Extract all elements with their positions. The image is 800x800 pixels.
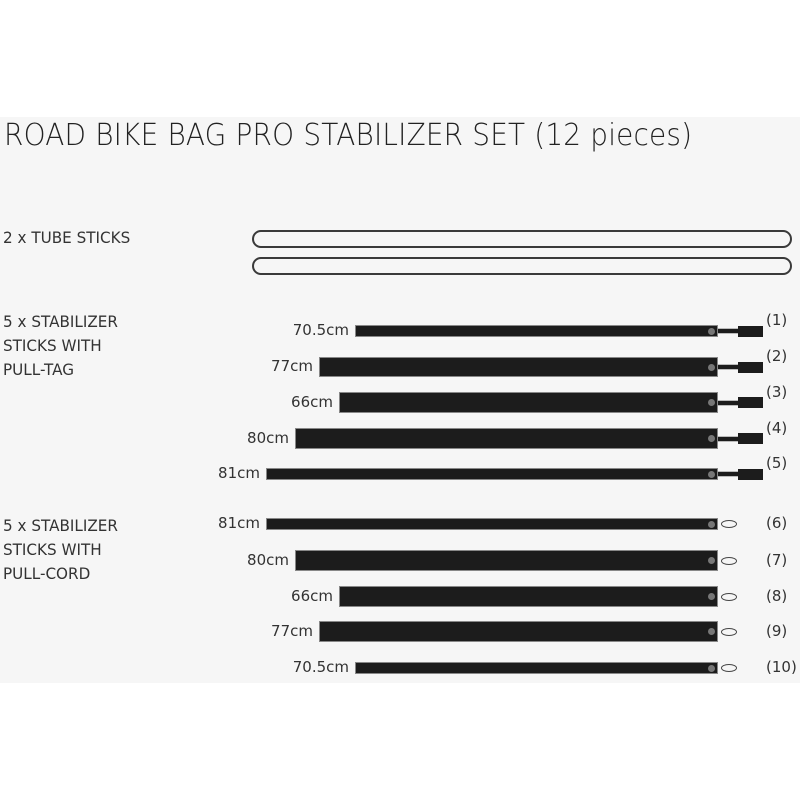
stick-number: (8) <box>766 586 788 605</box>
pull-tag-strap <box>718 364 738 370</box>
stabilizer-stick <box>295 428 718 449</box>
tube-stick <box>252 230 792 248</box>
eyelet-icon <box>708 557 715 564</box>
pull-tag-strap <box>718 399 738 406</box>
pull-tag <box>738 397 763 408</box>
group-label-pull-tag: 5 x STABILIZER STICKS WITH PULL-TAG <box>3 310 118 382</box>
stick-number: (10) <box>766 658 797 676</box>
pull-cord-loop <box>721 556 737 565</box>
stick-number: (2) <box>766 347 788 365</box>
stick-length-label: 80cm <box>247 550 289 569</box>
group-label-tube-sticks: 2 x TUBE STICKS <box>3 228 131 247</box>
stabilizer-stick <box>319 621 718 642</box>
stick-length-label: 81cm <box>218 464 260 482</box>
stick-length-label: 77cm <box>271 621 313 640</box>
pull-tag <box>738 468 763 480</box>
pull-tag-strap <box>718 471 738 477</box>
pull-cord-loop <box>721 520 737 528</box>
pull-cord-loop <box>721 664 737 672</box>
eyelet-icon <box>708 327 715 335</box>
label-line: 5 x STABILIZER <box>3 312 118 331</box>
eyelet-icon <box>708 628 715 635</box>
stick-number: (6) <box>766 514 788 532</box>
label-line: 5 x STABILIZER <box>3 516 118 535</box>
stabilizer-stick <box>266 468 718 480</box>
eyelet-icon <box>708 363 715 371</box>
stick-number: (7) <box>766 550 788 569</box>
pull-tag <box>738 433 763 444</box>
label-line: STICKS WITH <box>3 336 102 355</box>
stick-length-label: 81cm <box>218 514 260 532</box>
eyelet-icon <box>708 664 715 672</box>
stick-number: (5) <box>766 454 788 472</box>
stick-number: (1) <box>766 311 788 329</box>
stabilizer-stick <box>295 550 718 571</box>
stabilizer-stick <box>355 662 718 674</box>
pull-tag-strap <box>718 435 738 442</box>
stabilizer-stick <box>339 586 718 607</box>
label-line: STICKS WITH <box>3 540 102 559</box>
stick-number: (4) <box>766 418 788 437</box>
pull-cord-loop <box>721 592 737 601</box>
tube-stick <box>252 257 792 275</box>
eyelet-icon <box>708 593 715 600</box>
label-line: PULL-TAG <box>3 360 75 379</box>
label-line: PULL-CORD <box>3 564 91 583</box>
stick-length-label: 80cm <box>247 428 289 447</box>
eyelet-icon <box>708 435 715 442</box>
stick-number: (9) <box>766 621 788 640</box>
group-label-pull-cord: 5 x STABILIZER STICKS WITH PULL-CORD <box>3 514 118 586</box>
stick-number: (3) <box>766 382 788 401</box>
pull-tag <box>738 361 763 373</box>
stick-length-label: 70.5cm <box>292 321 349 339</box>
stabilizer-stick <box>266 518 718 530</box>
stick-length-label: 70.5cm <box>292 658 349 676</box>
pull-cord-loop <box>721 627 737 636</box>
page-title: ROAD BIKE BAG PRO STABILIZER SET (12 pie… <box>4 118 693 153</box>
stabilizer-stick <box>339 392 718 413</box>
stick-length-label: 66cm <box>291 392 333 411</box>
eyelet-icon <box>708 470 715 478</box>
stick-length-label: 66cm <box>291 586 333 605</box>
stick-length-label: 77cm <box>271 357 313 375</box>
stabilizer-stick <box>355 325 718 337</box>
eyelet-icon <box>708 399 715 406</box>
eyelet-icon <box>708 520 715 528</box>
pull-tag <box>738 325 763 337</box>
stabilizer-stick <box>319 357 718 377</box>
pull-tag-strap <box>718 328 738 334</box>
